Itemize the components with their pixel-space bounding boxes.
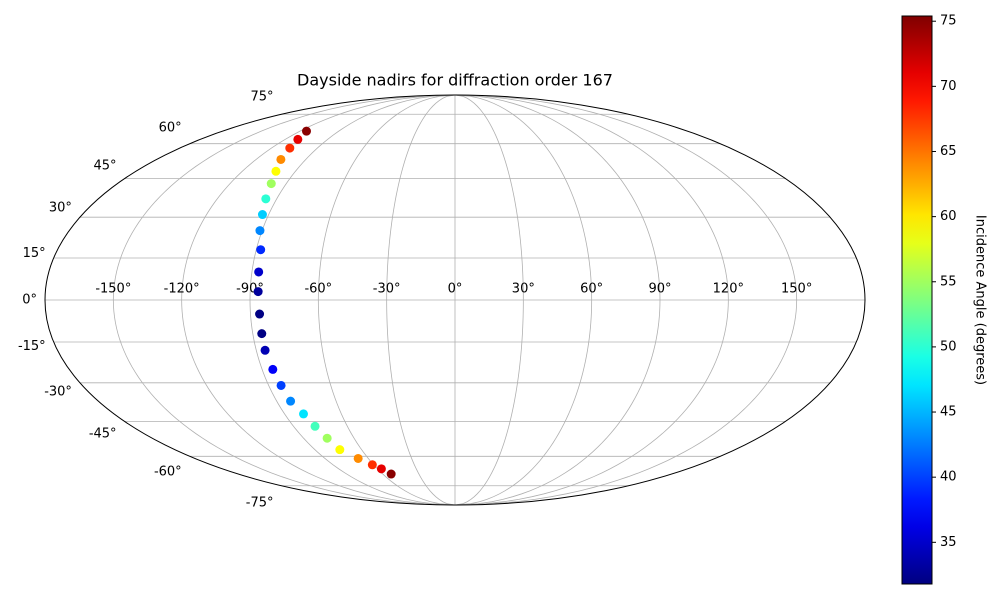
x-tick-label: 60° (580, 282, 603, 297)
data-point (254, 267, 264, 277)
data-point (335, 445, 345, 455)
data-point (293, 134, 303, 144)
colorbar-tick-label: 60 (940, 209, 957, 224)
colorbar-tick-label: 35 (940, 535, 957, 550)
colorbar (901, 15, 933, 585)
colorbar-label: Incidence Angle (degrees) (973, 215, 988, 385)
y-tick-label: 75° (250, 89, 273, 104)
y-tick-label: -30° (44, 384, 72, 399)
data-point (301, 126, 311, 136)
x-tick-label: -30° (373, 282, 401, 297)
y-tick-label: -15° (18, 339, 46, 354)
x-tick-label: -120° (164, 282, 200, 297)
data-point (255, 226, 265, 236)
y-tick-label: 60° (159, 121, 182, 136)
y-tick-label: -60° (154, 464, 182, 479)
chart-title: Dayside nadirs for diffraction order 167 (297, 71, 613, 90)
data-point (286, 396, 296, 406)
data-point (367, 460, 377, 470)
y-tick-label: 30° (49, 201, 72, 216)
data-point (285, 143, 295, 153)
x-tick-label: 120° (713, 282, 744, 297)
data-point (276, 380, 286, 390)
x-tick-label: 90° (648, 282, 671, 297)
data-point (253, 287, 263, 297)
y-tick-label: 15° (23, 246, 46, 261)
data-point (298, 409, 308, 419)
data-point (310, 421, 320, 431)
data-point (257, 329, 267, 339)
colorbar-tick-label: 70 (940, 79, 957, 94)
colorbar-tick-label: 75 (940, 14, 957, 29)
colorbar-tick-label: 55 (940, 274, 957, 289)
data-point (255, 309, 265, 319)
data-point (256, 245, 266, 255)
y-tick-label: -45° (89, 427, 117, 442)
data-point (260, 345, 270, 355)
x-tick-label: -60° (304, 282, 332, 297)
data-point (376, 464, 386, 474)
colorbar-tick-label: 40 (940, 470, 957, 485)
x-tick-label: 0° (448, 282, 463, 297)
x-tick-label: 30° (512, 282, 535, 297)
colorbar-tick-label: 65 (940, 144, 957, 159)
map-outline (44, 94, 866, 506)
data-point (353, 453, 363, 463)
data-point (268, 364, 278, 374)
x-tick-label: -150° (95, 282, 131, 297)
y-tick-label: -75° (246, 496, 274, 511)
x-tick-label: 150° (781, 282, 812, 297)
colorbar-tick-label: 50 (940, 339, 957, 354)
data-point (322, 433, 332, 443)
colorbar-tick-label: 45 (940, 405, 957, 420)
data-point (271, 166, 281, 176)
data-point (261, 194, 271, 204)
y-tick-label: 45° (94, 158, 117, 173)
data-point (386, 469, 396, 479)
data-point (276, 154, 286, 164)
data-point (257, 210, 267, 220)
y-tick-label: 0° (22, 293, 37, 308)
data-point (266, 179, 276, 189)
